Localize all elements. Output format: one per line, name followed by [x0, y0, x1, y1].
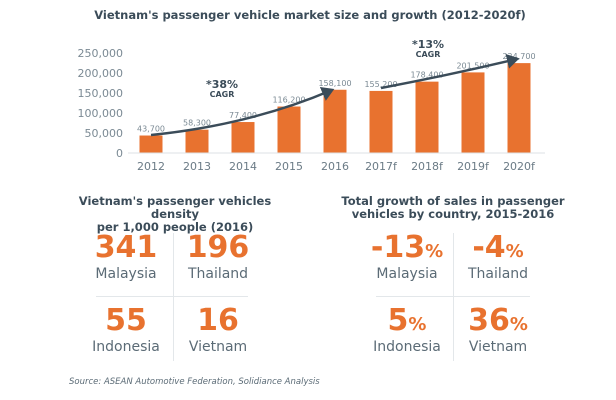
- bar-2012: [139, 135, 163, 153]
- x-tick-label: 2013: [183, 160, 211, 173]
- bar-2017f: [369, 90, 393, 153]
- y-tick-label: 200,000: [78, 67, 124, 80]
- bar-2018f: [415, 81, 439, 153]
- y-tick-label: 150,000: [78, 87, 124, 100]
- growth-country-malaysia: Malaysia: [376, 266, 438, 282]
- data-label: 158,100: [318, 79, 351, 88]
- growth-value-malaysia: -13%: [357, 232, 457, 268]
- density-country-thailand: Thailand: [187, 266, 249, 282]
- density-country-indonesia: Indonesia: [92, 339, 160, 355]
- density-value-vietnam: 16: [197, 303, 239, 338]
- density-country-malaysia: Malaysia: [95, 266, 157, 282]
- chart-title: Vietnam's passenger vehicle market size …: [94, 8, 526, 22]
- growth-value-vietnam: 36%: [448, 305, 548, 341]
- growth-country-thailand: Thailand: [467, 266, 529, 282]
- x-tick-label: 2018f: [411, 160, 444, 173]
- density-value-thailand: 196: [186, 230, 250, 265]
- percent-sign: %: [505, 241, 524, 262]
- density-title-line1: Vietnam's passenger vehicles density: [78, 194, 272, 221]
- density-value-indonesia: 55: [105, 303, 147, 338]
- x-tick-label: 2016: [321, 160, 349, 173]
- x-tick-label: 2015: [275, 160, 303, 173]
- data-label: 77,400: [229, 111, 257, 120]
- density-title: Vietnam's passenger vehicles density per…: [60, 195, 290, 234]
- bar-chart: 0 50,000 100,000 150,000 200,000 250,000 43,70…: [78, 38, 545, 173]
- percent-sign: %: [408, 314, 427, 335]
- growth-number: -4: [472, 230, 506, 265]
- divider: [173, 233, 174, 361]
- bar-2019f: [461, 72, 485, 153]
- divider: [96, 296, 248, 297]
- data-label: 201,500: [456, 61, 489, 70]
- growth-value-indonesia: 5%: [357, 305, 457, 341]
- bar-2020f: [507, 63, 531, 154]
- cagr-label-2: CAGR: [416, 50, 441, 59]
- density-value-malaysia: 341: [94, 230, 158, 265]
- percent-sign: %: [509, 314, 528, 335]
- divider: [453, 233, 454, 361]
- growth-value-thailand: -4%: [448, 232, 548, 268]
- data-label: 224,700: [502, 52, 535, 61]
- growth-country-vietnam: Vietnam: [468, 339, 528, 355]
- cagr-pct-2: *13%: [412, 38, 444, 51]
- growth-title-line2: vehicles by country, 2015-2016: [351, 207, 555, 221]
- growth-number: 5: [387, 303, 409, 338]
- y-tick-label: 250,000: [78, 47, 124, 60]
- y-tick-label: 0: [116, 147, 123, 160]
- y-tick-label: 50,000: [85, 127, 124, 140]
- data-label: 43,700: [137, 125, 165, 134]
- divider: [376, 296, 530, 297]
- bar-2014: [231, 122, 255, 153]
- bar-2013: [185, 129, 209, 153]
- bar-2015: [277, 106, 301, 153]
- cagr-arrow-1: [150, 87, 335, 137]
- data-label: 178,400: [410, 71, 443, 80]
- cagr-label-1: CAGR: [210, 90, 235, 99]
- x-tick-label: 2020f: [503, 160, 536, 173]
- data-label: 116,200: [272, 96, 305, 105]
- data-label: 155,200: [364, 80, 397, 89]
- bar-2016: [323, 89, 347, 153]
- percent-sign: %: [425, 241, 444, 262]
- growth-country-indonesia: Indonesia: [373, 339, 441, 355]
- cagr-pct-1: *38%: [206, 78, 238, 91]
- x-tick-label: 2014: [229, 160, 257, 173]
- growth-title: Total growth of sales in passenger vehic…: [338, 195, 568, 221]
- x-tick-label: 2019f: [457, 160, 490, 173]
- x-tick-label: 2017f: [365, 160, 398, 173]
- growth-title-line1: Total growth of sales in passenger: [341, 194, 565, 208]
- source-note: Source: ASEAN Automotive Federation, Sol…: [69, 377, 320, 387]
- y-tick-label: 100,000: [78, 107, 124, 120]
- growth-number: 36: [468, 303, 510, 338]
- x-tick-label: 2012: [137, 160, 165, 173]
- growth-number: -13: [370, 230, 426, 265]
- density-country-vietnam: Vietnam: [188, 339, 248, 355]
- density-title-line2: per 1,000 people (2016): [96, 220, 254, 234]
- cagr-arrow-2: [380, 54, 520, 90]
- data-label: 58,300: [183, 119, 211, 128]
